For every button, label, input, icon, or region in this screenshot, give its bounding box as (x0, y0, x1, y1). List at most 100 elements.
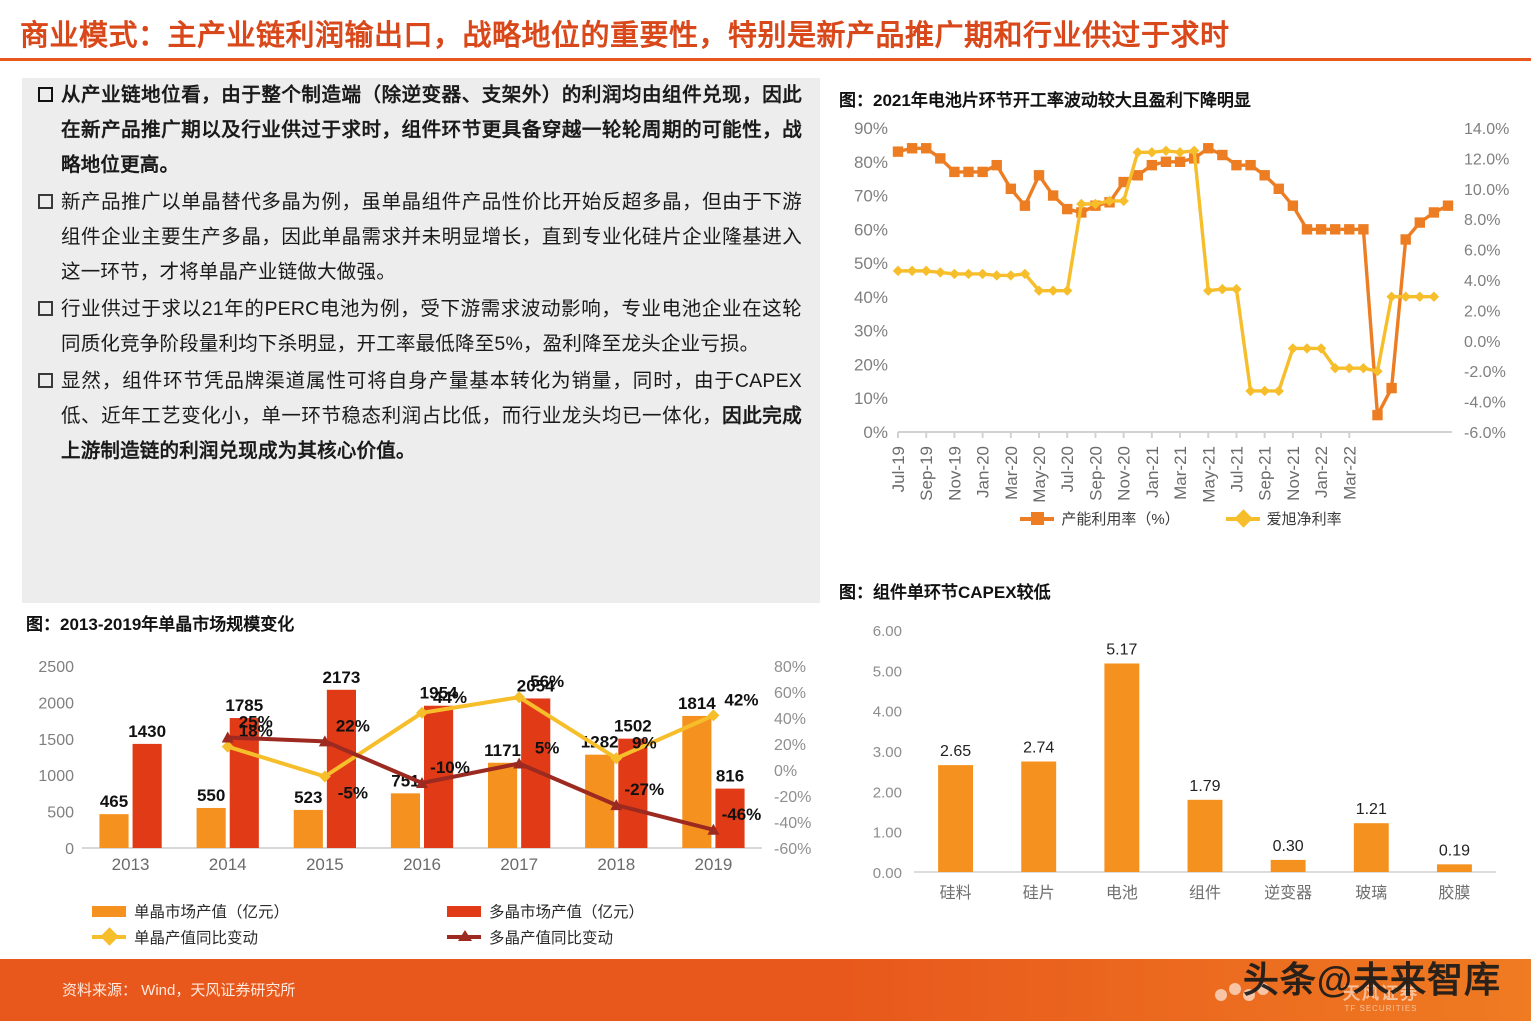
svg-text:Jul-21: Jul-21 (1227, 446, 1246, 492)
legend-swatch-square-icon (1020, 511, 1055, 525)
svg-text:2000: 2000 (38, 695, 74, 712)
bullet-square-icon (38, 373, 53, 388)
svg-text:44%: 44% (433, 688, 467, 707)
svg-text:5.00: 5.00 (873, 663, 902, 680)
tf-logo-en: TF SECURITIES (1344, 1004, 1418, 1013)
svg-text:-10%: -10% (430, 758, 470, 777)
svg-text:-20%: -20% (774, 789, 811, 806)
svg-text:56%: 56% (530, 672, 564, 691)
svg-text:Mar-20: Mar-20 (1002, 446, 1021, 500)
svg-text:0%: 0% (863, 423, 888, 442)
source-note: 资料来源： Wind，天风证券研究所 (62, 982, 296, 999)
svg-text:1.79: 1.79 (1189, 778, 1220, 795)
svg-text:0.30: 0.30 (1273, 838, 1304, 855)
bullet-text: 行业供过于求以21年的PERC电池为例，受下游需求波动影响，专业电池企业在这轮同… (61, 298, 802, 355)
svg-text:0: 0 (65, 841, 74, 858)
svg-text:May-21: May-21 (1199, 446, 1218, 503)
svg-text:2016: 2016 (403, 855, 441, 874)
svg-text:-4.0%: -4.0% (1464, 395, 1506, 412)
svg-text:Sep-20: Sep-20 (1086, 446, 1105, 501)
svg-text:2018: 2018 (597, 855, 635, 874)
chart-title-top-right: 图：2021年电池片环节开工率波动较大且盈利下降明显 (839, 91, 1251, 110)
svg-text:-46%: -46% (722, 805, 762, 824)
svg-text:2054: 2054 (517, 676, 555, 695)
svg-text:-40%: -40% (774, 815, 811, 832)
legend-swatch-line-icon (92, 927, 126, 946)
svg-text:Sep-19: Sep-19 (917, 446, 936, 501)
svg-text:1500: 1500 (38, 732, 74, 749)
svg-text:30%: 30% (854, 322, 888, 341)
chart-legend-bottom-left: 单晶市场产值（亿元） 多晶市场产值（亿元） 单晶产值同比变动 多晶产值同比变动 (92, 898, 792, 950)
svg-text:2013: 2013 (112, 855, 150, 874)
legend-swatch-bar-icon (447, 905, 481, 917)
svg-text:1502: 1502 (614, 717, 652, 736)
chart-mono-market-size: 图：2013-2019年单晶市场规模变化 0 500 1000 1500 2000 250… (22, 610, 822, 950)
svg-text:1282: 1282 (581, 733, 619, 752)
footer-divider (0, 955, 1531, 959)
svg-text:3.00: 3.00 (873, 744, 902, 761)
chart-title-bottom-left: 图：2013-2019年单晶市场规模变化 (26, 615, 295, 634)
svg-text:2.00: 2.00 (873, 784, 902, 801)
svg-text:-6.0%: -6.0% (1464, 425, 1506, 442)
legend-label: 单晶市场产值（亿元） (134, 904, 290, 921)
svg-text:Jan-21: Jan-21 (1143, 446, 1162, 498)
svg-text:4.00: 4.00 (873, 704, 902, 721)
svg-text:-60%: -60% (774, 841, 811, 858)
svg-text:1000: 1000 (38, 768, 74, 785)
svg-text:胶膜: 胶膜 (1438, 884, 1470, 902)
bullet-text-emphasis: 因此完成上游制造链的利润兑现成为其核心价值。 (61, 405, 802, 462)
svg-text:1814: 1814 (678, 694, 716, 713)
svg-text:0.0%: 0.0% (1464, 334, 1500, 351)
bullet-item: 从产业链地位看，由于整个制造端（除逆变器、支架外）的利润均由组件兑现，因此在新产… (22, 78, 820, 183)
footer-bar: 资料来源： Wind，天风证券研究所 天风证券 TF SECURITIES 头条… (0, 959, 1531, 1021)
svg-text:10.0%: 10.0% (1464, 182, 1509, 199)
svg-text:6.0%: 6.0% (1464, 243, 1500, 260)
svg-text:Mar-21: Mar-21 (1171, 446, 1190, 500)
svg-text:60%: 60% (774, 685, 806, 702)
legend-label: 产能利用率（%） (1061, 511, 1180, 528)
svg-text:Jan-20: Jan-20 (974, 446, 993, 498)
svg-text:10%: 10% (854, 389, 888, 408)
title-divider (0, 58, 1531, 61)
line-chart-svg: 0% 10% 20% 30% 40% 50% 60% 70% 80% 90% -6.0% -4.0% -… (854, 119, 1509, 503)
svg-text:1430: 1430 (128, 722, 166, 741)
tf-dots-icon (1215, 983, 1269, 1001)
svg-text:0.00: 0.00 (873, 865, 902, 882)
svg-text:-2.0%: -2.0% (1464, 364, 1506, 381)
svg-text:组件: 组件 (1189, 884, 1221, 902)
bullet-square-icon (38, 194, 53, 209)
svg-text:751: 751 (391, 771, 419, 790)
legend-swatch-bar-icon (92, 905, 126, 917)
svg-text:玻璃: 玻璃 (1355, 884, 1387, 902)
svg-text:1954: 1954 (420, 684, 458, 703)
svg-text:25%: 25% (239, 713, 273, 732)
svg-text:4.0%: 4.0% (1464, 273, 1500, 290)
svg-text:Sep-21: Sep-21 (1256, 446, 1275, 501)
page-title: 商业模式：主产业链利润输出口，战略地位的重要性，特别是新产品推广期和行业供过于求… (20, 20, 1230, 52)
svg-text:Jan-22: Jan-22 (1312, 446, 1331, 498)
legend-label: 多晶市场产值（亿元） (489, 904, 645, 921)
svg-text:2015: 2015 (306, 855, 344, 874)
legend-item: 多晶市场产值（亿元） (447, 898, 792, 924)
svg-text:60%: 60% (854, 220, 888, 239)
svg-text:12.0%: 12.0% (1464, 151, 1509, 168)
svg-text:Mar-22: Mar-22 (1340, 446, 1359, 500)
svg-text:465: 465 (100, 792, 128, 811)
bullet-text: 显然，组件环节凭品牌渠道属性可将自身产量基本转化为销量，同时，由于CAPEX低、… (61, 370, 802, 462)
combo-chart-plot-area: 0 500 1000 1500 2000 2500 -60% -40% -20% 0% 20% 40%… (22, 636, 822, 891)
legend-label: 爱旭净利率 (1266, 511, 1342, 528)
bullet-square-icon (38, 301, 53, 316)
svg-text:硅料: 硅料 (940, 884, 972, 902)
svg-text:2.74: 2.74 (1023, 739, 1054, 756)
bullet-text: 新产品推广以单晶替代多晶为例，虽单晶组件产品性价比开始反超多晶，但由于下游组件企… (61, 191, 802, 283)
capex-bar-svg: 0.00 1.00 2.00 3.00 4.00 5.00 6.00 2.65 硅料 2.74 硅片… (873, 623, 1496, 902)
svg-text:40%: 40% (854, 288, 888, 307)
svg-text:80%: 80% (854, 153, 888, 172)
bullet-text-panel: 从产业链地位看，由于整个制造端（除逆变器、支架外）的利润均由组件兑现，因此在新产… (22, 78, 820, 603)
svg-text:0%: 0% (774, 763, 797, 780)
svg-text:1.00: 1.00 (873, 825, 902, 842)
bullet-item: 新产品推广以单晶替代多晶为例，虽单晶组件产品性价比开始反超多晶，但由于下游组件企… (22, 185, 820, 290)
svg-text:90%: 90% (854, 119, 888, 138)
bar-chart-plot-area: 0.00 1.00 2.00 3.00 4.00 5.00 6.00 2.65 硅料 2.74 硅片… (836, 610, 1526, 930)
